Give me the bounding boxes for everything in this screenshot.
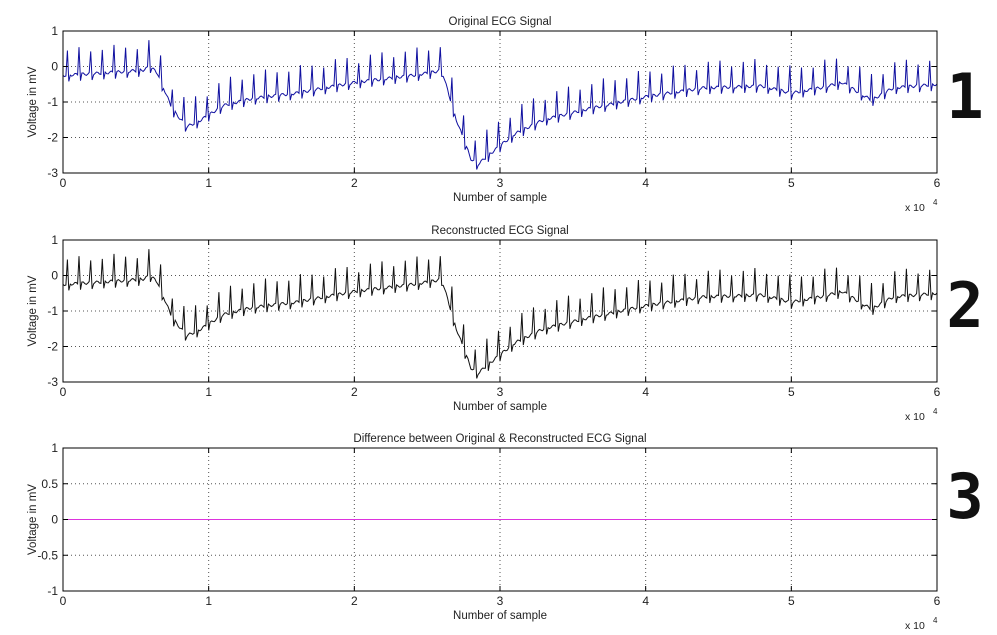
- y-tick-label: -0.5: [37, 548, 58, 562]
- x-tick-label: 1: [205, 176, 212, 190]
- y-tick-label: 0: [51, 269, 58, 283]
- x-tick-label: 0: [60, 594, 67, 608]
- chart-panel-3: 0 1 2 3 4 5 6 -1 -0.5 0 0.5 1 Difference between Ori…: [27, 433, 984, 632]
- panel-number-2: 2: [946, 269, 983, 342]
- x-exponent-power: 4: [933, 407, 938, 416]
- y-tick-label: 1: [51, 233, 58, 247]
- x-tick-label: 6: [934, 594, 941, 608]
- y-tick-label: -3: [47, 166, 58, 180]
- y-tick-label: 1: [51, 441, 58, 455]
- chart-panel-1: 0 1 2 3 4 5 6 -3 -2 -1 0 1 Original ECG Signal Number…: [27, 16, 984, 214]
- x-exponent-label: x 10: [905, 620, 925, 632]
- x-tick-label: 6: [934, 385, 941, 399]
- x-exponent-label: x 10: [905, 202, 925, 214]
- chart-title: Reconstructed ECG Signal: [431, 225, 568, 237]
- x-axis-label: Number of sample: [453, 610, 547, 622]
- x-tick-label: 3: [497, 385, 504, 399]
- y-axis-label: Voltage in mV: [27, 66, 39, 137]
- x-tick-label: 4: [642, 385, 649, 399]
- x-tick-label: 2: [351, 176, 358, 190]
- x-tick-label: 1: [205, 385, 212, 399]
- y-tick-label: -1: [47, 95, 58, 109]
- x-exponent-power: 4: [933, 616, 938, 625]
- x-tick-label: 2: [351, 385, 358, 399]
- x-axis-label: Number of sample: [453, 192, 547, 204]
- y-tick-label: -2: [47, 340, 58, 354]
- x-tick-label: 5: [788, 385, 795, 399]
- x-exponent-power: 4: [933, 198, 938, 207]
- y-axis-label: Voltage in mV: [27, 275, 39, 346]
- x-tick-label: 4: [642, 594, 649, 608]
- y-tick-label: -2: [47, 131, 58, 145]
- y-tick-label: -1: [47, 304, 58, 318]
- chart-title: Original ECG Signal: [449, 16, 552, 28]
- x-exponent-label: x 10: [905, 411, 925, 423]
- panel-number-1: 1: [946, 60, 983, 133]
- x-tick-label: 3: [497, 594, 504, 608]
- y-tick-label: -1: [47, 584, 58, 598]
- chart-title: Difference between Original & Reconstruc…: [353, 433, 646, 445]
- x-tick-label: 2: [351, 594, 358, 608]
- x-tick-label: 6: [934, 176, 941, 190]
- series-line-1: [62, 40, 938, 170]
- x-tick-label: 4: [642, 176, 649, 190]
- x-tick-label: 0: [60, 176, 67, 190]
- panel-number-3: 3: [946, 460, 983, 533]
- x-tick-label: 5: [788, 176, 795, 190]
- x-tick-label: 5: [788, 594, 795, 608]
- x-tick-label: 1: [205, 594, 212, 608]
- x-tick-label: 3: [497, 176, 504, 190]
- y-tick-label: 0: [51, 60, 58, 74]
- y-tick-label: 0: [51, 513, 58, 527]
- y-axis-label: Voltage in mV: [27, 484, 39, 555]
- x-axis-label: Number of sample: [453, 401, 547, 413]
- chart-panel-2: 0 1 2 3 4 5 6 -3 -2 -1 0 1 Reconstructed ECG Signal N…: [27, 225, 984, 423]
- y-tick-label: 0.5: [41, 477, 58, 491]
- y-tick-label: 1: [51, 24, 58, 38]
- series-line-1: [62, 249, 938, 379]
- y-tick-label: -3: [47, 375, 58, 389]
- x-tick-label: 0: [60, 385, 67, 399]
